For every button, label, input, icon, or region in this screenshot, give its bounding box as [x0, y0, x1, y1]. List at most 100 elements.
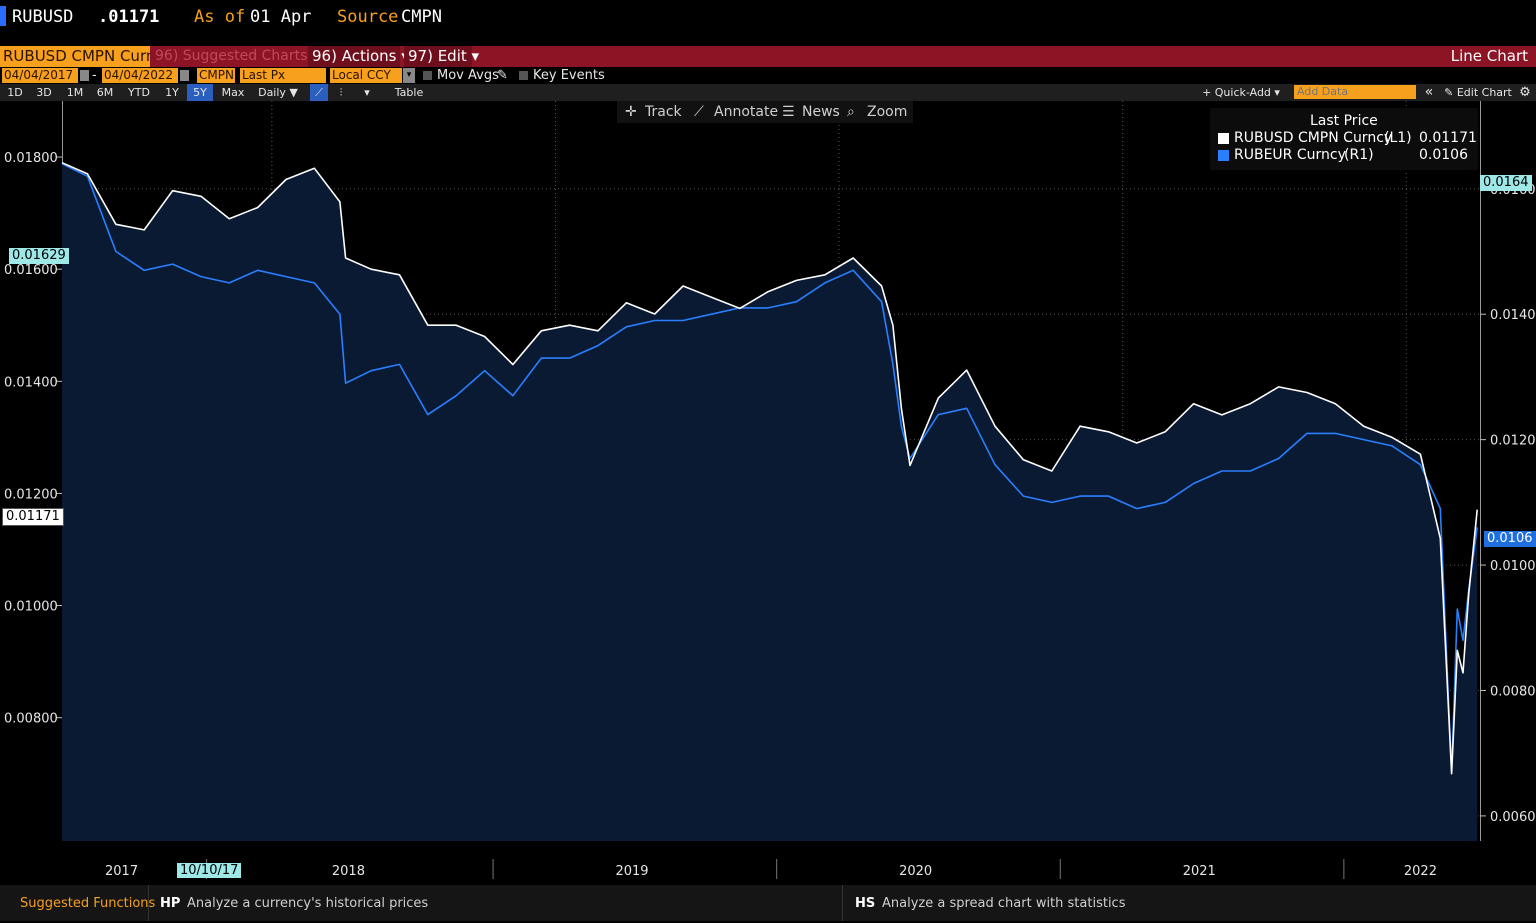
function-code-hp[interactable]: HP: [160, 896, 181, 911]
edit-chart-button[interactable]: ✎ Edit Chart: [1444, 86, 1512, 99]
right-axis-tick-label: 0.0140: [1490, 308, 1536, 323]
security-input[interactable]: RUBUSD CMPN Curnc: [0, 46, 150, 67]
left-axis-tick-label: 0.01000: [4, 600, 58, 615]
end-date-field[interactable]: 04/04/2022: [102, 68, 178, 83]
quick-add-button[interactable]: + Quick-Add ▾: [1202, 86, 1280, 99]
right-axis-tick-label: 0.0100: [1490, 559, 1536, 574]
legend-item-axis: (L1): [1384, 130, 1412, 146]
legend-item-axis: (R1): [1344, 147, 1374, 163]
x-axis-year-label: 2020: [899, 864, 932, 879]
left-last-value-badge: 0.01171: [2, 508, 64, 526]
suggested-charts-button[interactable]: 96) Suggested Charts: [155, 48, 308, 64]
function-code-hs[interactable]: HS: [855, 896, 876, 911]
crosshair-icon[interactable]: ✛: [625, 104, 637, 120]
function-desc-hs[interactable]: Analyze a spread chart with statistics: [882, 896, 1126, 911]
range-3d[interactable]: 3D: [36, 86, 52, 99]
function-desc-hp[interactable]: Analyze a currency's historical prices: [187, 896, 429, 911]
key-events-checkbox[interactable]: [519, 71, 528, 80]
chart-tools-bar: ✛ Track ⟋ Annotate ☰ News ⌕ Zoom: [617, 101, 913, 123]
chart-type-label: Line Chart: [1450, 47, 1528, 65]
series-line-rubusd: [61, 161, 1478, 775]
start-date-field[interactable]: 04/04/2017: [2, 68, 78, 83]
zoom-icon[interactable]: ⌕: [847, 104, 855, 120]
x-cursor-date-badge: 10/10/17: [177, 863, 242, 878]
legend-item-value: 0.01171: [1419, 130, 1477, 146]
suggested-functions-label: Suggested Functions: [20, 896, 156, 911]
left-axis-tick-label: 0.00800: [4, 712, 58, 727]
line-chart-icon[interactable]: ⟋: [310, 84, 328, 101]
collapse-icon[interactable]: «: [1424, 84, 1434, 100]
news-icon[interactable]: ☰: [782, 104, 795, 120]
mov-avgs-label[interactable]: Mov Avgs: [437, 68, 499, 83]
area-fill: [62, 162, 1478, 841]
range-1m[interactable]: 1M: [66, 86, 84, 99]
range-max[interactable]: Max: [221, 86, 245, 99]
actions-menu-button[interactable]: 96) Actions ▾: [308, 46, 409, 67]
source-field[interactable]: CMPN: [197, 68, 235, 83]
range-5y[interactable]: 5Y: [187, 84, 213, 101]
right-cursor-value-badge: 0.0164: [1480, 175, 1532, 191]
source-value: CMPN: [401, 7, 442, 27]
x-axis-year-label: 2017: [105, 864, 138, 879]
right-axis-tick-label: 0.0060: [1490, 810, 1536, 825]
mov-avgs-checkbox[interactable]: [423, 71, 432, 80]
chart-legend[interactable]: Last Price RUBUSD CMPN Curncy (L1) 0.011…: [1210, 108, 1478, 170]
x-axis-year-label: 2022: [1404, 864, 1437, 879]
table-button[interactable]: Table: [394, 86, 424, 99]
x-axis-year-label: 2019: [615, 864, 648, 879]
chevron-down-icon[interactable]: ▾: [364, 86, 370, 99]
track-button[interactable]: Track: [645, 104, 682, 120]
bar-chart-icon[interactable]: ⫶: [339, 86, 343, 99]
calendar-icon[interactable]: [80, 70, 89, 81]
range-6m[interactable]: 6M: [96, 86, 114, 99]
right-axis-tick-label: 0.0080: [1490, 684, 1536, 699]
left-axis-tick-label: 0.01400: [4, 375, 58, 390]
legend-item-value: 0.0106: [1419, 147, 1468, 163]
header-marker: [0, 6, 6, 26]
range-1y[interactable]: 1Y: [165, 86, 179, 99]
news-button[interactable]: News: [802, 104, 840, 120]
range-1d[interactable]: 1D: [7, 86, 23, 99]
legend-swatch-blue: [1218, 150, 1229, 161]
pencil-icon[interactable]: ✎: [497, 68, 508, 83]
left-cursor-value-badge: 0.01629: [9, 248, 69, 264]
left-axis-tick-label: 0.01200: [4, 487, 58, 502]
legend-title: Last Price: [1310, 113, 1378, 129]
legend-item-name: RUBEUR Curncy: [1234, 147, 1346, 163]
calendar-icon[interactable]: [180, 70, 189, 81]
left-axis-tick-label: 0.01800: [4, 151, 58, 166]
right-axis-tick-label: 0.0120: [1490, 434, 1536, 449]
header-value: .01171: [98, 7, 160, 27]
date-separator: -: [92, 68, 97, 83]
right-last-value-badge: 0.0106: [1484, 531, 1536, 547]
security-header: RUBUSD .01171 As of 01 Apr Source CMPN: [0, 0, 1536, 36]
x-axis-year-label: 2021: [1183, 864, 1216, 879]
key-events-label[interactable]: Key Events: [533, 68, 605, 83]
series-line-rubeur: [61, 162, 1478, 773]
source-label: Source: [337, 7, 399, 27]
gear-icon[interactable]: ⚙: [1519, 85, 1531, 100]
zoom-button[interactable]: Zoom: [867, 104, 908, 120]
currency-select[interactable]: Local CCY: [330, 68, 402, 83]
field-select[interactable]: Last Px: [240, 68, 326, 83]
settings-toolbar: 04/04/2017 - 04/04/2022 CMPN Last Px Loc…: [0, 67, 1536, 84]
chevron-down-icon[interactable]: ▾: [403, 68, 415, 83]
legend-swatch-white: [1218, 133, 1229, 144]
suggested-functions-bar: Suggested Functions HP Analyze a currenc…: [0, 885, 1536, 921]
legend-item-name: RUBUSD CMPN Curncy: [1234, 130, 1393, 146]
frequency-select[interactable]: Daily ▼: [258, 86, 298, 99]
add-data-input[interactable]: [1294, 85, 1416, 99]
left-axis-tick-label: 0.01600: [4, 263, 58, 278]
as-of-label: As of: [194, 7, 246, 27]
divider: [148, 885, 149, 921]
annotate-icon[interactable]: ⟋: [694, 104, 704, 120]
x-axis-year-label: 2018: [332, 864, 365, 879]
divider: [842, 885, 843, 921]
range-ytd[interactable]: YTD: [128, 86, 150, 99]
edit-menu-button[interactable]: 97) Edit ▾: [404, 46, 479, 67]
price-chart[interactable]: 0.01800 0.01600 0.01400 0.01200 0.01000 0.008…: [0, 101, 1536, 885]
function-toolbar: RUBUSD CMPN Curnc 96) Suggested Charts 9…: [0, 46, 1536, 67]
as-of-date: 01 Apr: [250, 7, 312, 27]
annotate-button[interactable]: Annotate: [714, 104, 779, 120]
range-toolbar: 1D 3D 1M 6M YTD 1Y 5Y Max Daily ▼ ⟋ ⫶ ▾ …: [0, 84, 1536, 101]
